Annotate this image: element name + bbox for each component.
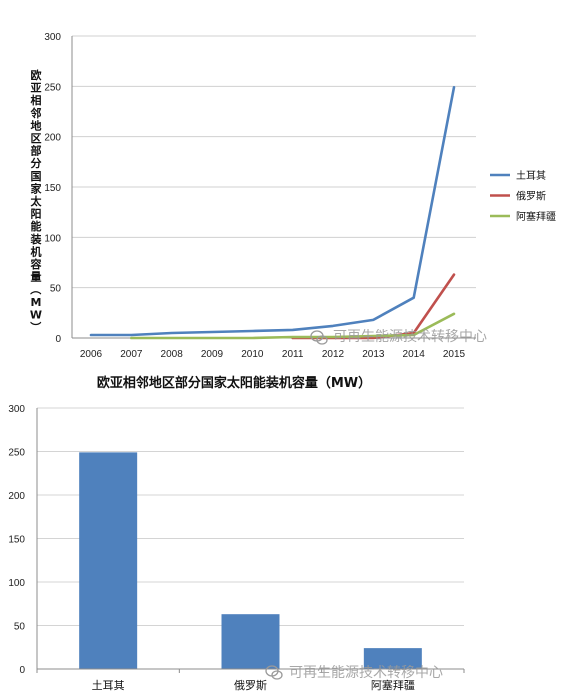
legend-label: 俄罗斯 [516, 190, 546, 203]
y-axis-label-char: 分 [31, 156, 42, 170]
wechat-icon [310, 330, 328, 345]
x-tick-label: 2008 [161, 349, 184, 360]
bar-chart-axes [36, 408, 465, 673]
legend-label: 阿塞拜疆 [516, 210, 556, 223]
bar-chart-bars [79, 452, 422, 669]
y-axis-label-char: ） [29, 322, 42, 333]
watermark-top: 可再生能源技术转移中心 [310, 329, 487, 345]
y-axis-label-char: 地 [31, 118, 42, 132]
y-tick-label: 0 [55, 334, 61, 345]
y-tick-label: 300 [8, 404, 25, 415]
y-axis-label-char: 家 [31, 181, 43, 195]
y-axis-label-char: 欧 [31, 68, 42, 82]
line-chart-x-ticks: 2006 2007 2008 2009 2010 2011 2012 2013 2014 2015 [80, 349, 466, 360]
x-tick-label: 2015 [443, 349, 466, 360]
bar [363, 648, 422, 669]
series-line [89, 86, 456, 337]
bar-chart-title: 欧亚相邻地区部分国家太阳能装机容量（MW） [97, 375, 371, 391]
line-chart-series [89, 86, 456, 340]
y-tick-label: 200 [8, 491, 25, 502]
y-axis-label-char: 亚 [31, 82, 42, 95]
line-chart-gridlines [72, 35, 476, 289]
bar-chart-y-ticks: 0 50 100 150 200 250 300 [8, 404, 25, 676]
watermark-text: 可再生能源技术转移中心 [333, 329, 487, 345]
y-axis-label-char: 区 [31, 132, 42, 145]
y-axis-label-char: 量 [31, 271, 42, 284]
y-axis-label-char: （ [29, 284, 42, 295]
x-tick-label: 2006 [80, 349, 103, 360]
y-axis-label-char: 太 [30, 194, 43, 208]
x-tick-label: 2010 [241, 349, 264, 360]
y-tick-label: 250 [8, 448, 25, 459]
line-chart-y-axis-label: 欧亚相邻地区部分国家太阳能装机容量（MW） [29, 68, 43, 333]
y-tick-label: 250 [44, 82, 61, 93]
bar-chart-x-ticks: 土耳其 俄罗斯 阿塞拜疆 [92, 678, 415, 692]
x-tick-label: 2009 [201, 349, 224, 360]
bar [79, 452, 138, 669]
y-axis-label-char: 部 [31, 144, 42, 158]
x-tick-label: 土耳其 [92, 679, 125, 692]
bar-chart: 欧亚相邻地区部分国家太阳能装机容量（MW） 0 50 100 150 200 250 300… [8, 375, 465, 692]
y-tick-label: 100 [8, 578, 25, 589]
y-axis-label-char: W [30, 308, 42, 321]
y-axis-label-char: 装 [30, 232, 42, 246]
line-chart-y-ticks: 0 50 100 150 200 250 300 [44, 32, 61, 345]
x-tick-label: 2012 [322, 349, 345, 360]
y-axis-label-char: 相 [31, 93, 42, 107]
y-axis-label-char: 能 [31, 219, 42, 233]
y-axis-label-char: M [31, 296, 42, 309]
y-axis-label-char: 容 [30, 257, 42, 271]
y-tick-label: 100 [44, 233, 61, 244]
x-tick-label: 俄罗斯 [234, 679, 267, 692]
watermark-bottom: 可再生能源技术转移中心 [265, 665, 443, 681]
y-tick-label: 50 [14, 622, 26, 633]
y-tick-label: 150 [44, 183, 61, 194]
watermark-text: 可再生能源技术转移中心 [289, 665, 443, 681]
y-tick-label: 200 [44, 133, 61, 144]
y-tick-label: 150 [8, 535, 25, 546]
wechat-icon [265, 665, 283, 680]
y-tick-label: 300 [44, 32, 61, 43]
bar [221, 614, 280, 669]
x-tick-label: 2007 [120, 349, 143, 360]
y-tick-label: 0 [19, 665, 25, 676]
y-axis-label-char: 机 [31, 244, 42, 258]
y-axis-label-char: 阳 [31, 207, 42, 221]
x-tick-label: 2011 [282, 349, 304, 360]
x-tick-label: 阿塞拜疆 [371, 678, 415, 692]
y-tick-label: 50 [50, 284, 62, 295]
x-tick-label: 2014 [403, 349, 426, 360]
x-tick-label: 2013 [362, 349, 385, 360]
y-axis-label-char: 邻 [30, 106, 42, 120]
legend-label: 土耳其 [516, 169, 546, 182]
series-line [130, 312, 456, 340]
y-axis-label-char: 国 [31, 170, 42, 183]
